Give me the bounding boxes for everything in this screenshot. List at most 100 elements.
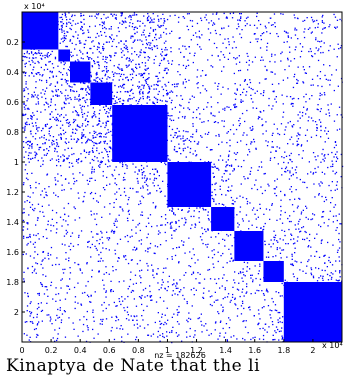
nonzero-dot	[255, 179, 257, 181]
nonzero-dot	[68, 125, 70, 127]
nonzero-dot	[219, 332, 221, 334]
nonzero-dot	[25, 71, 27, 74]
nonzero-dot	[85, 118, 87, 120]
nonzero-dot	[164, 67, 166, 70]
nonzero-dot	[285, 155, 288, 157]
nonzero-dot	[235, 93, 237, 95]
nonzero-dot	[87, 31, 90, 33]
nonzero-dot	[210, 161, 212, 163]
nonzero-dot	[326, 266, 328, 268]
nonzero-dot	[89, 132, 91, 134]
nonzero-dot	[67, 202, 70, 205]
nonzero-dot	[89, 301, 91, 303]
nonzero-dot	[151, 299, 153, 301]
nonzero-dot	[59, 120, 62, 122]
nonzero-dot	[219, 287, 221, 289]
nonzero-dot	[296, 240, 299, 242]
nonzero-dot	[125, 258, 127, 261]
nonzero-dot	[230, 189, 232, 192]
nonzero-dot	[249, 79, 251, 81]
nonzero-dot	[81, 109, 83, 111]
nonzero-dot	[64, 14, 66, 17]
nonzero-dot	[60, 321, 62, 324]
nonzero-dot	[89, 246, 92, 249]
nonzero-dot	[100, 31, 102, 33]
nonzero-dot	[281, 336, 284, 339]
nonzero-dot	[146, 295, 149, 297]
nonzero-dot	[177, 287, 179, 289]
nonzero-dot	[238, 224, 240, 226]
nonzero-dot	[88, 139, 91, 141]
nonzero-dot	[62, 41, 64, 43]
nonzero-dot	[222, 277, 224, 279]
nonzero-dot	[303, 96, 305, 98]
nonzero-dot	[274, 304, 277, 306]
nonzero-dot	[246, 203, 248, 205]
nonzero-dot	[226, 106, 228, 108]
nonzero-dot	[61, 243, 63, 245]
nonzero-dot	[241, 291, 243, 293]
nonzero-dot	[235, 128, 238, 131]
nonzero-dot	[28, 75, 30, 77]
nonzero-dot	[27, 242, 29, 245]
nonzero-dot	[146, 165, 148, 167]
nonzero-dot	[22, 141, 25, 143]
nonzero-dot	[163, 18, 165, 20]
nonzero-dot	[87, 280, 89, 283]
nonzero-dot	[27, 222, 29, 224]
nonzero-dot	[130, 35, 132, 37]
nonzero-dot	[149, 290, 151, 293]
nonzero-dot	[320, 161, 322, 163]
nonzero-dot	[322, 158, 324, 161]
nonzero-dot	[99, 78, 101, 80]
nonzero-dot	[98, 51, 100, 53]
nonzero-dot	[184, 217, 186, 219]
nonzero-dot	[86, 141, 88, 143]
nonzero-dot	[245, 198, 248, 200]
nonzero-dot	[271, 141, 273, 143]
nonzero-dot	[322, 216, 324, 218]
nonzero-dot	[189, 265, 192, 268]
nonzero-dot	[115, 305, 117, 307]
nonzero-dot	[101, 161, 103, 163]
nonzero-dot	[273, 123, 275, 125]
nonzero-dot	[130, 18, 132, 21]
nonzero-dot	[233, 335, 235, 337]
nonzero-dot	[251, 125, 254, 128]
nonzero-dot	[26, 334, 28, 336]
nonzero-dot	[189, 52, 191, 54]
nonzero-dot	[126, 306, 129, 308]
nonzero-dot	[80, 57, 82, 59]
nonzero-dot	[228, 150, 231, 152]
nonzero-dot	[274, 188, 276, 190]
nonzero-dot	[208, 39, 210, 41]
nonzero-dot	[331, 74, 333, 76]
nonzero-dot	[123, 280, 125, 282]
nonzero-dot	[33, 75, 35, 77]
nonzero-dot	[147, 84, 149, 86]
nonzero-dot	[319, 41, 321, 43]
nonzero-dot	[218, 242, 220, 245]
nonzero-dot	[278, 83, 280, 85]
nonzero-dot	[42, 211, 44, 213]
nonzero-dot	[275, 150, 277, 152]
nonzero-dot	[67, 147, 69, 149]
nonzero-dot	[222, 266, 224, 268]
nonzero-dot	[152, 182, 154, 184]
nonzero-dot	[161, 100, 163, 102]
nonzero-dot	[201, 331, 203, 333]
nonzero-dot	[151, 225, 153, 228]
nonzero-dot	[45, 101, 47, 103]
nonzero-dot	[179, 111, 181, 113]
nonzero-dot	[96, 143, 98, 145]
nonzero-dot	[308, 161, 310, 163]
nonzero-dot	[277, 321, 279, 324]
nonzero-dot	[214, 29, 217, 32]
nonzero-dot	[293, 97, 295, 100]
nonzero-dot	[147, 185, 149, 187]
nonzero-dot	[263, 110, 265, 112]
nonzero-dot	[81, 160, 83, 162]
nonzero-dot	[80, 15, 82, 17]
nonzero-dot	[250, 94, 252, 96]
nonzero-dot	[139, 39, 141, 41]
